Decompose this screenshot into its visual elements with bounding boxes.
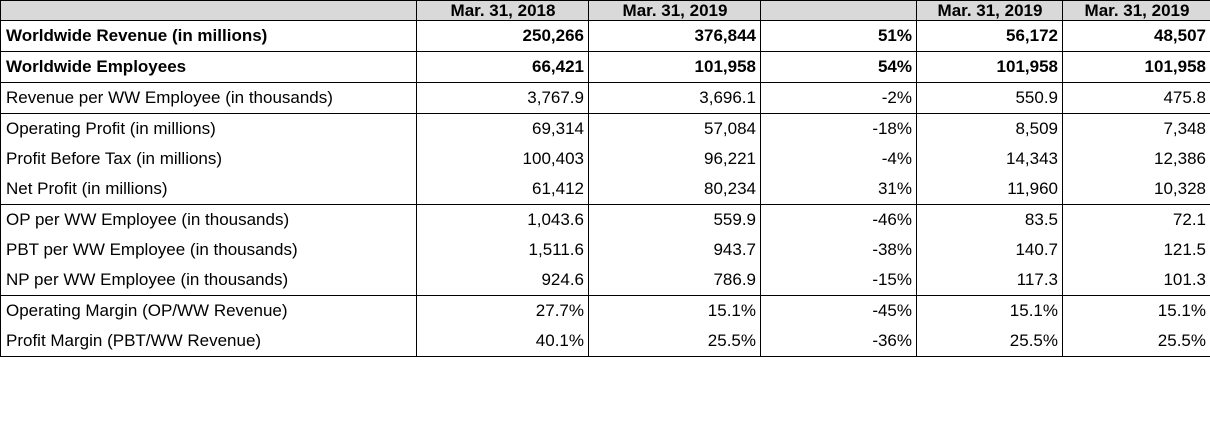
cell-value: 3,696.1 — [588, 82, 761, 114]
header-cell-2019-c: Mar. 31, 2019 — [1062, 0, 1210, 21]
cell-value: 250,266 — [416, 20, 589, 52]
cell-value: 61,412 — [416, 174, 589, 205]
cell-change: 51% — [760, 20, 917, 52]
row-label: Worldwide Revenue (in millions) — [0, 20, 417, 52]
cell-value: 25.5% — [916, 326, 1063, 357]
table-row: Worldwide Employees 66,421 101,958 54% 1… — [0, 51, 1210, 83]
row-label: Worldwide Employees — [0, 51, 417, 83]
header-cell-label — [0, 0, 417, 21]
table-row: Profit Margin (PBT/WW Revenue) 40.1% 25.… — [0, 326, 1210, 357]
cell-value: 101,958 — [1062, 51, 1210, 83]
cell-value: 101,958 — [588, 51, 761, 83]
cell-value: 12,386 — [1062, 144, 1210, 174]
cell-value: 924.6 — [416, 265, 589, 296]
cell-value: 101.3 — [1062, 265, 1210, 296]
cell-change: 54% — [760, 51, 917, 83]
cell-change: -36% — [760, 326, 917, 357]
cell-change: -4% — [760, 144, 917, 174]
table-row: Revenue per WW Employee (in thousands) 3… — [0, 82, 1210, 114]
table-row: OP per WW Employee (in thousands) 1,043.… — [0, 204, 1210, 235]
cell-value: 7,348 — [1062, 113, 1210, 144]
cell-value: 15.1% — [916, 295, 1063, 326]
header-cell-change — [760, 0, 917, 21]
cell-value: 66,421 — [416, 51, 589, 83]
cell-value: 56,172 — [916, 20, 1063, 52]
cell-change: -45% — [760, 295, 917, 326]
row-label: Net Profit (in millions) — [0, 174, 417, 205]
cell-change: -46% — [760, 204, 917, 235]
header-cell-2018: Mar. 31, 2018 — [416, 0, 589, 21]
table-row: Worldwide Revenue (in millions) 250,266 … — [0, 20, 1210, 52]
cell-value: 80,234 — [588, 174, 761, 205]
cell-value: 121.5 — [1062, 235, 1210, 265]
table-row: Net Profit (in millions) 61,412 80,234 3… — [0, 174, 1210, 205]
cell-value: 27.7% — [416, 295, 589, 326]
cell-value: 11,960 — [916, 174, 1063, 205]
cell-value: 15.1% — [1062, 295, 1210, 326]
header-row: Mar. 31, 2018 Mar. 31, 2019 Mar. 31, 201… — [0, 0, 1210, 21]
cell-value: 376,844 — [588, 20, 761, 52]
cell-change: 31% — [760, 174, 917, 205]
cell-value: 83.5 — [916, 204, 1063, 235]
cell-value: 786.9 — [588, 265, 761, 296]
cell-value: 48,507 — [1062, 20, 1210, 52]
table-row: Operating Margin (OP/WW Revenue) 27.7% 1… — [0, 295, 1210, 326]
financial-table: Mar. 31, 2018 Mar. 31, 2019 Mar. 31, 201… — [0, 0, 1210, 357]
cell-value: 101,958 — [916, 51, 1063, 83]
cell-value: 57,084 — [588, 113, 761, 144]
row-label: Revenue per WW Employee (in thousands) — [0, 82, 417, 114]
row-label: Operating Profit (in millions) — [0, 113, 417, 144]
row-label: NP per WW Employee (in thousands) — [0, 265, 417, 296]
cell-value: 475.8 — [1062, 82, 1210, 114]
cell-value: 25.5% — [588, 326, 761, 357]
row-label: Operating Margin (OP/WW Revenue) — [0, 295, 417, 326]
cell-change: -2% — [760, 82, 917, 114]
cell-value: 14,343 — [916, 144, 1063, 174]
row-label: PBT per WW Employee (in thousands) — [0, 235, 417, 265]
cell-value: 1,043.6 — [416, 204, 589, 235]
cell-value: 943.7 — [588, 235, 761, 265]
row-label: OP per WW Employee (in thousands) — [0, 204, 417, 235]
row-label: Profit Margin (PBT/WW Revenue) — [0, 326, 417, 357]
cell-value: 550.9 — [916, 82, 1063, 114]
cell-value: 40.1% — [416, 326, 589, 357]
header-cell-2019-b: Mar. 31, 2019 — [916, 0, 1063, 21]
cell-value: 10,328 — [1062, 174, 1210, 205]
cell-value: 15.1% — [588, 295, 761, 326]
table-row: Operating Profit (in millions) 69,314 57… — [0, 113, 1210, 144]
cell-change: -18% — [760, 113, 917, 144]
cell-value: 100,403 — [416, 144, 589, 174]
cell-change: -15% — [760, 265, 917, 296]
header-cell-2019: Mar. 31, 2019 — [588, 0, 761, 21]
table-row: Profit Before Tax (in millions) 100,403 … — [0, 144, 1210, 174]
cell-change: -38% — [760, 235, 917, 265]
row-label: Profit Before Tax (in millions) — [0, 144, 417, 174]
cell-value: 559.9 — [588, 204, 761, 235]
cell-value: 3,767.9 — [416, 82, 589, 114]
cell-value: 8,509 — [916, 113, 1063, 144]
cell-value: 72.1 — [1062, 204, 1210, 235]
table-row: PBT per WW Employee (in thousands) 1,511… — [0, 235, 1210, 265]
cell-value: 140.7 — [916, 235, 1063, 265]
cell-value: 25.5% — [1062, 326, 1210, 357]
cell-value: 69,314 — [416, 113, 589, 144]
cell-value: 117.3 — [916, 265, 1063, 296]
cell-value: 1,511.6 — [416, 235, 589, 265]
cell-value: 96,221 — [588, 144, 761, 174]
table-row: NP per WW Employee (in thousands) 924.6 … — [0, 265, 1210, 296]
